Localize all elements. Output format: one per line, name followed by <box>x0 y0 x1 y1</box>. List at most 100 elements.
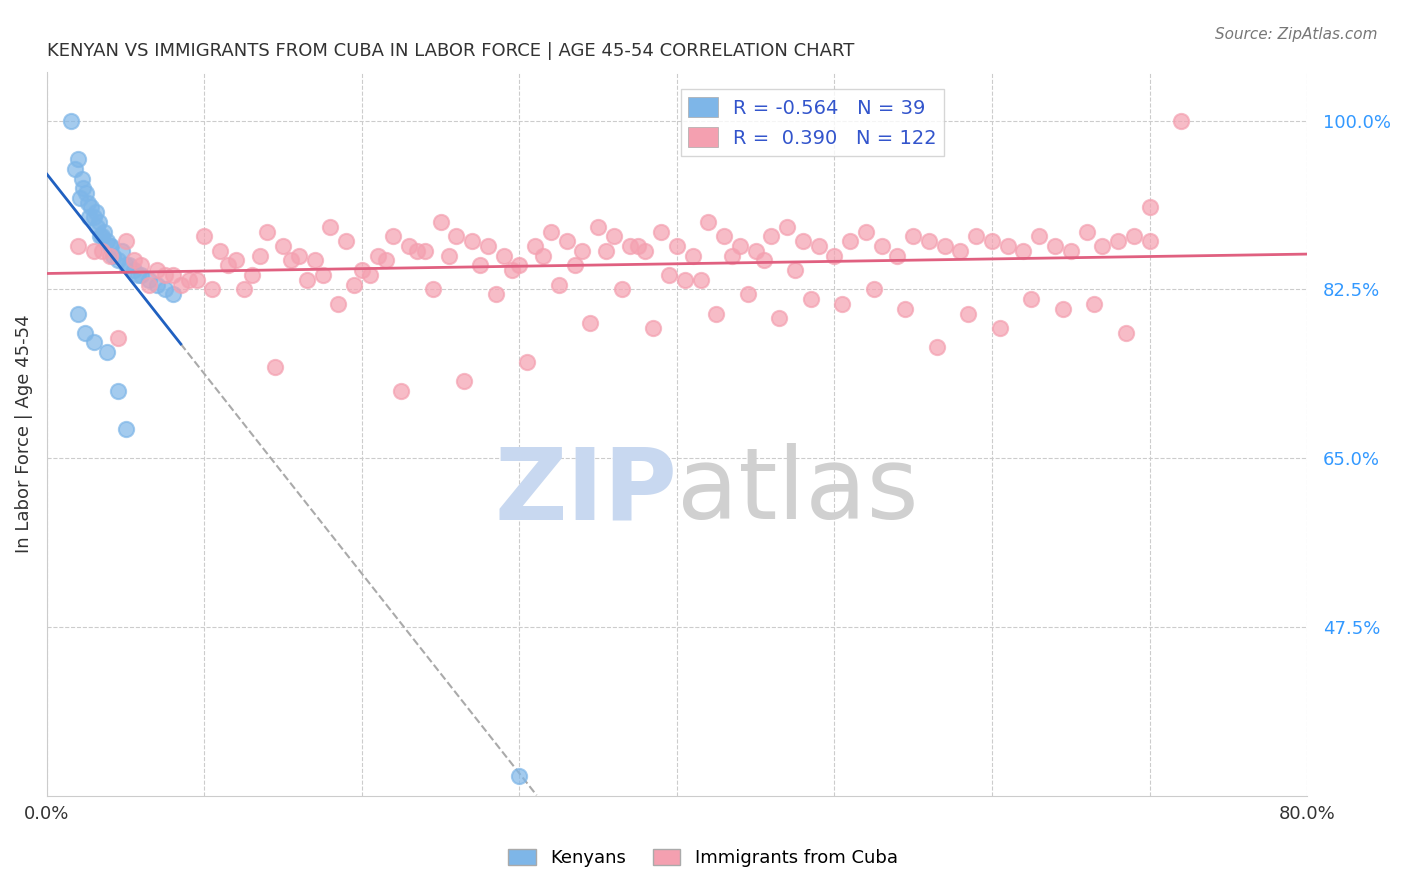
Point <box>131 258 153 272</box>
Point <box>807 239 830 253</box>
Point <box>138 277 160 292</box>
Point <box>792 234 814 248</box>
Point <box>91 229 114 244</box>
Point <box>918 234 941 248</box>
Point <box>83 335 105 350</box>
Point <box>957 306 980 320</box>
Point <box>335 234 357 248</box>
Point <box>350 263 373 277</box>
Point <box>146 277 169 292</box>
Point <box>728 239 751 253</box>
Text: ZIP: ZIP <box>494 443 676 541</box>
Point <box>704 306 727 320</box>
Point <box>949 244 972 258</box>
Point <box>800 292 823 306</box>
Point <box>1021 292 1043 306</box>
Point <box>468 258 491 272</box>
Point <box>389 384 412 398</box>
Point <box>96 234 118 248</box>
Text: KENYAN VS IMMIGRANTS FROM CUBA IN LABOR FORCE | AGE 45-54 CORRELATION CHART: KENYAN VS IMMIGRANTS FROM CUBA IN LABOR … <box>46 42 855 60</box>
Point <box>886 249 908 263</box>
Point <box>100 239 122 253</box>
Point <box>785 263 807 277</box>
Point <box>1091 239 1114 253</box>
Point <box>1083 297 1105 311</box>
Point <box>863 282 886 296</box>
Point <box>217 258 239 272</box>
Point <box>516 355 538 369</box>
Point <box>555 234 578 248</box>
Point <box>98 249 121 263</box>
Point <box>564 258 586 272</box>
Point <box>501 263 523 277</box>
Point <box>831 297 853 311</box>
Point <box>311 268 333 282</box>
Point <box>89 229 111 244</box>
Point <box>586 219 609 234</box>
Point <box>162 268 184 282</box>
Point <box>547 277 569 292</box>
Point <box>83 244 105 258</box>
Point <box>65 161 87 176</box>
Point <box>122 263 145 277</box>
Point <box>118 258 141 272</box>
Point <box>965 229 987 244</box>
Point <box>610 282 633 296</box>
Point <box>193 229 215 244</box>
Point <box>107 253 129 268</box>
Point <box>682 249 704 263</box>
Point <box>328 297 350 311</box>
Point <box>96 345 118 359</box>
Point <box>461 234 484 248</box>
Point <box>1107 234 1129 248</box>
Point <box>1060 244 1083 258</box>
Point <box>232 282 254 296</box>
Point <box>225 253 247 268</box>
Point <box>146 263 169 277</box>
Point <box>59 113 82 128</box>
Point <box>477 239 499 253</box>
Y-axis label: In Labor Force | Age 45-54: In Labor Force | Age 45-54 <box>15 315 32 553</box>
Point <box>1012 244 1035 258</box>
Point <box>153 282 176 296</box>
Point <box>72 181 94 195</box>
Point <box>304 253 326 268</box>
Point <box>67 239 90 253</box>
Point <box>1139 201 1161 215</box>
Point <box>114 422 136 436</box>
Point <box>107 331 129 345</box>
Point <box>453 374 475 388</box>
Point <box>1170 113 1192 128</box>
Point <box>721 249 744 263</box>
Point <box>603 229 626 244</box>
Point <box>437 249 460 263</box>
Point <box>87 215 110 229</box>
Point <box>768 311 790 326</box>
Point <box>91 244 114 258</box>
Point <box>752 253 775 268</box>
Point <box>894 301 917 316</box>
Point <box>107 384 129 398</box>
Point <box>69 191 91 205</box>
Point <box>988 321 1011 335</box>
Point <box>406 244 429 258</box>
Point <box>70 171 93 186</box>
Point <box>839 234 862 248</box>
Point <box>127 268 149 282</box>
Point <box>1043 239 1066 253</box>
Point <box>531 249 554 263</box>
Point <box>508 769 530 783</box>
Point <box>579 316 602 330</box>
Point <box>665 239 688 253</box>
Point <box>374 253 396 268</box>
Point <box>177 273 200 287</box>
Point <box>713 229 735 244</box>
Point <box>162 287 184 301</box>
Point <box>138 273 160 287</box>
Point <box>658 268 681 282</box>
Point <box>271 239 294 253</box>
Point <box>626 239 648 253</box>
Point <box>595 244 617 258</box>
Point <box>619 239 641 253</box>
Point <box>761 229 783 244</box>
